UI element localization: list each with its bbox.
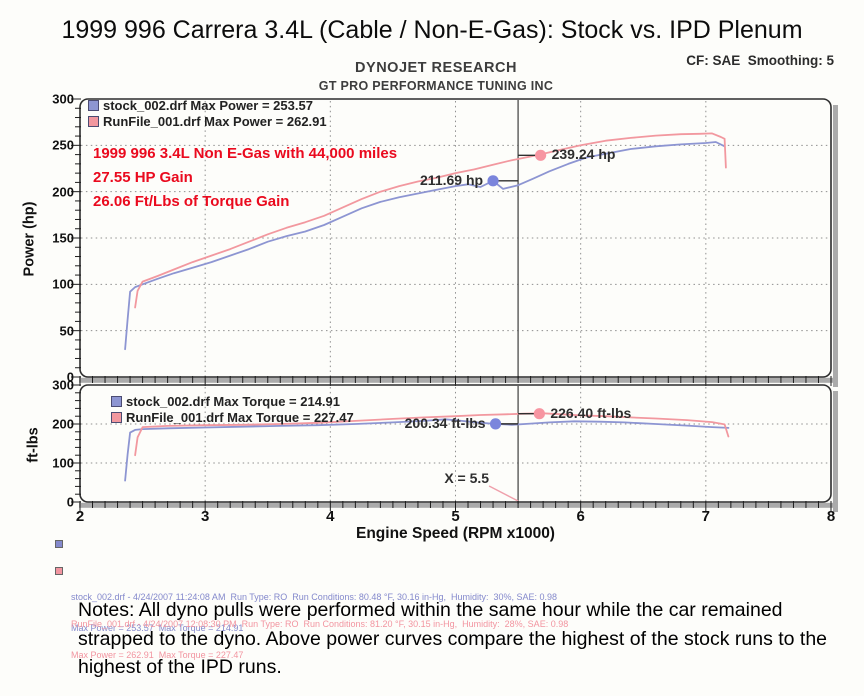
x-tick-label: 6 <box>576 508 585 525</box>
y-tick-label: 200 <box>52 184 74 200</box>
marker-value-label: 226.40 ft-lbs <box>550 404 632 421</box>
cursor-callout-line <box>488 485 519 502</box>
y-tick-label: 300 <box>52 91 74 107</box>
x-tick-label: 3 <box>200 508 210 525</box>
note-hp-gain: 27.55 HP Gain <box>93 169 193 186</box>
cursor-x-label: X = 5.5 <box>444 470 490 486</box>
legend-label: stock_002.drf Max Power = 253.57 <box>103 97 313 113</box>
marker-dot <box>489 418 502 430</box>
dyno-plot-canvas <box>71 98 838 512</box>
marker-dot <box>535 149 547 161</box>
plot-shadow-right <box>833 105 838 387</box>
chart-region: stock_002.drf Max Power = 253.57 RunFile… <box>21 91 838 542</box>
x-tick-label: 4 <box>326 508 335 525</box>
marker-dot <box>533 408 545 420</box>
y-tick-label: 300 <box>52 377 74 393</box>
y-tick-label: 50 <box>59 323 74 339</box>
marker-value-label: 211.69 hp <box>420 171 484 188</box>
run-ipd-maxima: Max Power = 262.91 Max Torque = 227.47 <box>71 650 244 660</box>
legend-row-ipd-power: RunFile_001.drf Max Power = 262.91 <box>88 113 327 129</box>
marker-dot <box>487 175 499 187</box>
page-title: 1999 996 Carrera 3.4L (Cable / Non-E-Gas… <box>61 16 803 44</box>
power-axis-title: Power (hp) <box>21 201 38 277</box>
rpm-axis-title: Engine Speed (RPM x1000) <box>356 525 555 542</box>
x-tick-label: 5 <box>451 508 460 525</box>
y-tick-label: 0 <box>66 494 74 510</box>
legend-label: stock_002.drf Max Torque = 214.91 <box>126 393 340 409</box>
marker-value-label: 239.24 hp <box>551 146 616 163</box>
shop-name: GT PRO PERFORMANCE TUNING INC <box>318 79 554 93</box>
curve-ipd-power <box>134 132 727 309</box>
ipd-swatch-icon <box>88 115 99 127</box>
legend-label: RunFile_001.drf Max Torque = 227.47 <box>126 409 354 425</box>
legend-row-stock-power: stock_002.drf Max Power = 253.57 <box>88 97 327 113</box>
power-legend: stock_002.drf Max Power = 253.57 RunFile… <box>88 97 327 129</box>
plot-shadow-right <box>833 391 838 512</box>
note-car-description: 1999 996 3.4L Non E-Gas with 44,000 mile… <box>93 145 398 162</box>
stock-swatch-icon <box>111 395 122 407</box>
run-info-ipd: RunFile_001.drf - 4/24/2007 12:08:30 PM … <box>55 566 568 696</box>
x-tick-label: 8 <box>826 508 836 525</box>
notes-paragraph: Notes: All dyno pulls were performed wit… <box>78 599 828 678</box>
y-tick-label: 250 <box>52 137 74 153</box>
correction-smoothing-label: CF: SAE Smoothing: 5 <box>686 53 834 68</box>
curve-ipd-torque <box>134 412 730 457</box>
run-stock-conditions: stock_002.drf - 4/24/2007 11:24:08 AM Ru… <box>71 591 558 602</box>
x-tick-label: 7 <box>701 508 710 525</box>
legend-label: RunFile_001.drf Max Power = 262.91 <box>103 113 327 129</box>
stock-swatch-icon <box>55 540 63 548</box>
legend-row-ipd-torque: RunFile_001.drf Max Torque = 227.47 <box>111 409 354 425</box>
x-axis-bar <box>79 377 838 383</box>
stock-swatch-icon <box>88 99 99 111</box>
run-stock-maxima: Max Power = 253.57 Max Torque = 214.91 <box>71 623 244 633</box>
legend-row-stock-torque: stock_002.drf Max Torque = 214.91 <box>111 393 354 409</box>
ipd-swatch-icon <box>111 411 122 423</box>
y-tick-label: 150 <box>52 230 74 246</box>
torque-axis-title: ft-lbs <box>25 427 42 463</box>
y-tick-label: 0 <box>66 369 74 385</box>
note-torque-gain: 26.06 Ft/Lbs of Torque Gain <box>93 193 290 210</box>
y-tick-label: 100 <box>52 455 74 471</box>
torque-legend: stock_002.drf Max Torque = 214.91 RunFil… <box>111 393 354 425</box>
x-tick-label: 2 <box>75 508 85 525</box>
run-info-stock: stock_002.drf - 4/24/2007 11:24:08 AM Ru… <box>55 539 557 676</box>
curve-stock-power <box>124 141 726 351</box>
y-tick-label: 100 <box>52 276 74 292</box>
x-axis-bar <box>79 502 838 508</box>
lab-name: DYNOJET RESEARCH <box>355 60 517 76</box>
curve-stock-torque <box>124 418 730 482</box>
run-ipd-conditions: RunFile_001.drf - 4/24/2007 12:08:30 PM … <box>71 618 569 629</box>
ipd-swatch-icon <box>55 567 63 575</box>
y-tick-label: 200 <box>52 416 74 432</box>
marker-value-label: 200.34 ft-lbs <box>404 414 486 431</box>
